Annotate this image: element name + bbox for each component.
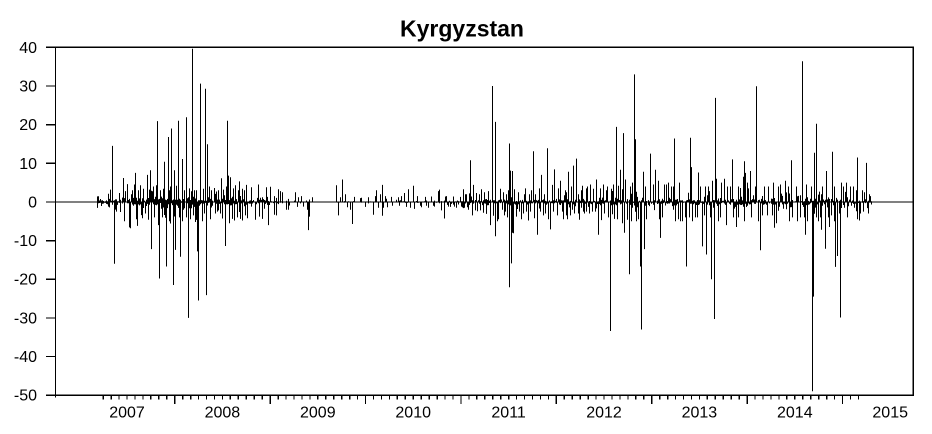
svg-text:0: 0 bbox=[28, 194, 37, 211]
svg-text:-40: -40 bbox=[14, 349, 37, 366]
svg-text:2008: 2008 bbox=[205, 405, 241, 422]
svg-text:2007: 2007 bbox=[109, 405, 145, 422]
svg-text:Kyrgyzstan: Kyrgyzstan bbox=[400, 16, 524, 42]
svg-text:2013: 2013 bbox=[682, 405, 718, 422]
svg-text:10: 10 bbox=[19, 156, 37, 173]
svg-text:20: 20 bbox=[19, 117, 37, 134]
svg-text:-50: -50 bbox=[14, 388, 37, 405]
svg-text:2015: 2015 bbox=[872, 405, 908, 422]
svg-text:40: 40 bbox=[19, 40, 37, 57]
svg-text:2011: 2011 bbox=[491, 405, 526, 422]
svg-text:2012: 2012 bbox=[586, 405, 622, 422]
svg-text:-30: -30 bbox=[14, 310, 37, 327]
svg-text:-20: -20 bbox=[14, 272, 37, 289]
svg-text:2010: 2010 bbox=[395, 405, 431, 422]
svg-text:-10: -10 bbox=[14, 233, 37, 250]
svg-text:30: 30 bbox=[19, 79, 37, 96]
svg-text:2014: 2014 bbox=[777, 405, 813, 422]
svg-text:2009: 2009 bbox=[300, 405, 336, 422]
